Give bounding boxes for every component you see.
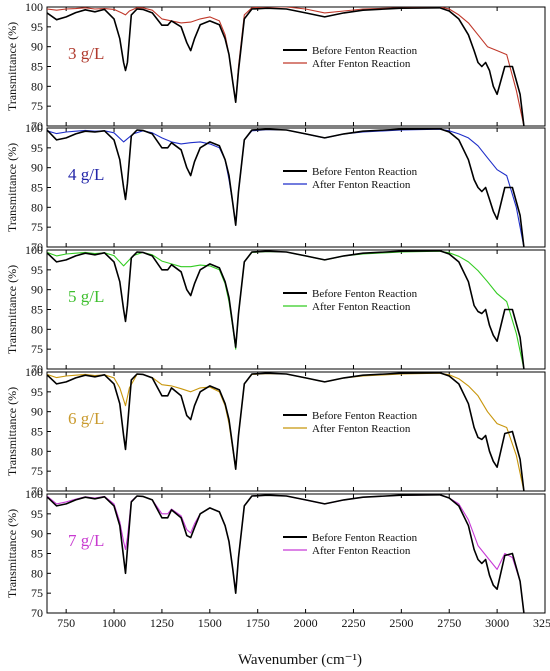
x-tick-label: 1500: [198, 616, 222, 630]
x-tick-label: 3250: [533, 616, 550, 630]
y-axis-label: Transmittance (%): [5, 265, 19, 354]
y-tick-label: 85: [31, 60, 43, 74]
concentration-label: 5 g/L: [68, 287, 104, 306]
y-tick-label: 95: [31, 141, 43, 155]
y-tick-label: 90: [31, 161, 43, 175]
series-line-before: [47, 7, 525, 126]
legend-entry: Before Fenton Reaction: [312, 410, 418, 422]
y-tick-label: 70: [31, 119, 43, 133]
x-tick-label: 1750: [246, 616, 270, 630]
y-tick-label: 80: [31, 444, 43, 458]
x-tick-label: 2750: [437, 616, 461, 630]
concentration-label: 3 g/L: [68, 44, 104, 63]
y-tick-label: 80: [31, 200, 43, 214]
series-traces: [47, 7, 525, 126]
y-axis-label: Transmittance (%): [5, 387, 19, 476]
legend-entry: After Fenton Reaction: [312, 545, 411, 557]
legend-entry: After Fenton Reaction: [312, 58, 411, 70]
panel-2: 70 75 80 85 90 95 100 Transmittance (%) 4 g/L Bef…: [5, 121, 546, 254]
y-tick-label: 75: [31, 99, 43, 113]
y-tick-label: 75: [31, 586, 43, 600]
y-tick-label: 70: [31, 484, 43, 498]
y-tick-label: 100: [25, 121, 43, 135]
y-tick-label: 100: [25, 243, 43, 257]
legend-entry: Before Fenton Reaction: [312, 45, 418, 57]
y-tick-label: 85: [31, 547, 43, 561]
y-tick-label: 95: [31, 20, 43, 34]
y-tick-label: 95: [31, 507, 43, 521]
series-line-before: [47, 494, 525, 613]
concentration-label: 6 g/L: [68, 409, 104, 428]
panel-3: 70 75 80 85 90 95 100 Transmittance (%) 5 g/L Bef…: [5, 243, 546, 376]
series-traces: [47, 494, 525, 613]
y-tick-label: 85: [31, 425, 43, 439]
x-tick-label: 2500: [389, 616, 413, 630]
y-tick-label: 80: [31, 79, 43, 93]
y-axis-label: Transmittance (%): [5, 22, 19, 111]
legend-entry: Before Fenton Reaction: [312, 532, 418, 544]
concentration-label: 7 g/L: [68, 531, 104, 550]
series-traces: [47, 250, 525, 369]
y-tick-label: 90: [31, 283, 43, 297]
legend-entry: After Fenton Reaction: [312, 423, 411, 435]
x-tick-label: 1250: [150, 616, 174, 630]
legend-entry: Before Fenton Reaction: [312, 166, 418, 178]
y-axis-label: Transmittance (%): [5, 509, 19, 598]
y-tick-label: 70: [31, 362, 43, 376]
series-line-before: [47, 250, 525, 369]
y-tick-label: 80: [31, 322, 43, 336]
x-tick-label: 2250: [341, 616, 365, 630]
legend-entry: After Fenton Reaction: [312, 179, 411, 191]
y-tick-label: 100: [25, 487, 43, 501]
y-tick-label: 75: [31, 220, 43, 234]
series-line-before: [47, 372, 525, 491]
y-tick-label: 70: [31, 240, 43, 254]
y-tick-label: 100: [25, 365, 43, 379]
concentration-label: 4 g/L: [68, 165, 104, 184]
y-tick-label: 95: [31, 263, 43, 277]
y-tick-label: 75: [31, 342, 43, 356]
panel-1: 70 75 80 85 90 95 100 Transmittance (%) 3 g/L Bef…: [5, 0, 546, 133]
x-tick-label: 1000: [102, 616, 126, 630]
series-line-before: [47, 128, 525, 247]
series-traces: [47, 372, 525, 491]
y-tick-label: 75: [31, 464, 43, 478]
y-tick-label: 95: [31, 385, 43, 399]
panel-5: 70 75 80 85 90 95 100 750 1000 1250 1500 1750 2000 22…: [5, 487, 550, 630]
y-axis-label: Transmittance (%): [5, 143, 19, 232]
legend-entry: After Fenton Reaction: [312, 301, 411, 313]
y-tick-label: 80: [31, 566, 43, 580]
series-traces: [47, 128, 525, 247]
y-tick-label: 85: [31, 181, 43, 195]
y-tick-label: 90: [31, 527, 43, 541]
y-tick-label: 90: [31, 405, 43, 419]
x-tick-label: 3000: [485, 616, 509, 630]
x-tick-label: 2000: [294, 616, 318, 630]
x-tick-label: 750: [57, 616, 75, 630]
y-tick-label: 85: [31, 303, 43, 317]
panels: 70 75 80 85 90 95 100 Transmittance (%) 3 g/L Bef…: [5, 0, 550, 630]
y-tick-label: 90: [31, 40, 43, 54]
y-tick-label: 70: [31, 606, 43, 620]
x-axis-label: Wavenumber (cm⁻¹): [238, 652, 362, 668]
panel-4: 70 75 80 85 90 95 100 Transmittance (%) 6 g/L Bef…: [5, 365, 546, 498]
y-tick-label: 100: [25, 0, 43, 14]
legend-entry: Before Fenton Reaction: [312, 288, 418, 300]
